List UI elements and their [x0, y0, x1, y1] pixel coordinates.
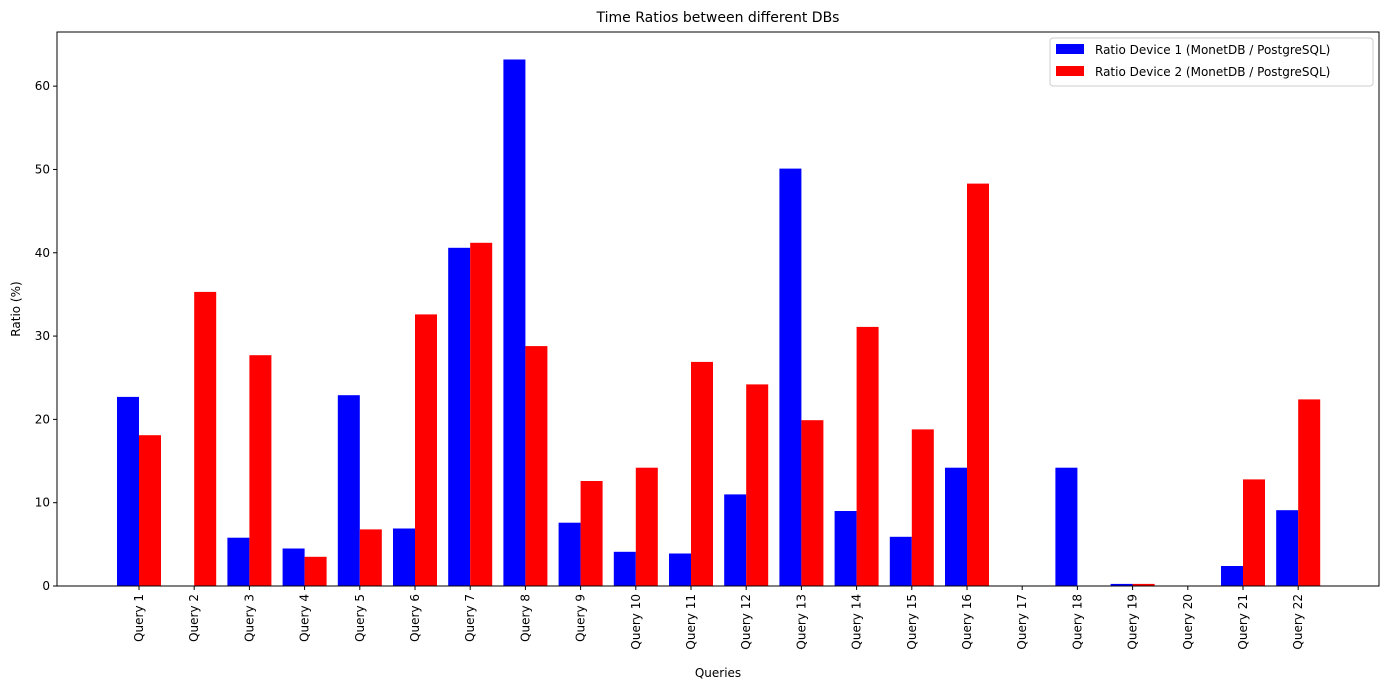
bar-device-1-query-21	[1221, 566, 1243, 586]
bar-device-1-query-14	[834, 511, 857, 586]
bar-device-1-query-7	[448, 247, 471, 587]
x-tick-label: Query 18	[1070, 594, 1084, 650]
y-tick-label: 40	[35, 246, 50, 260]
x-tick-label: Query 22	[1291, 594, 1305, 650]
x-tick-label: Query 17	[1015, 594, 1029, 650]
y-axis-ticks: 0 10 20 30 40 50 60	[35, 79, 57, 593]
x-axis-ticks: Query 1 Query 2 Query 3 Query 4 Query 5 Query…	[132, 586, 1305, 650]
plot-frame	[56, 31, 1380, 587]
x-tick-label: Query 15	[905, 594, 919, 650]
bar-device-2-query-3	[249, 355, 272, 586]
x-tick-label: Query 20	[1181, 594, 1195, 650]
x-tick-label: Query 9	[574, 594, 588, 642]
legend-label-device-2: Ratio Device 2 (MonetDB / PostgreSQL)	[1095, 65, 1330, 79]
x-tick-label: Query 10	[629, 594, 643, 650]
y-tick-label: 20	[35, 412, 50, 426]
x-tick-label: Query 13	[794, 594, 808, 650]
x-tick-label: Query 12	[739, 594, 753, 650]
bar-device-1-query-1	[117, 396, 139, 586]
chart-title: Time Ratios between different DBs	[596, 10, 840, 26]
bar-device-2-query-12	[746, 384, 769, 586]
bar-device-1-query-18	[1055, 467, 1078, 586]
x-tick-label: Query 8	[518, 594, 532, 642]
bar-device-2-query-5	[359, 529, 382, 586]
bar-device-2-query-22	[1298, 399, 1321, 586]
bar-device-2-query-2	[194, 291, 217, 586]
bar-device-2-query-19	[1132, 583, 1155, 586]
bar-device-2-query-21	[1243, 479, 1265, 586]
bar-device-2-query-1	[139, 435, 161, 586]
bar-device-1-query-11	[669, 553, 691, 586]
legend-frame	[1049, 37, 1374, 87]
bar-device-2-query-14	[856, 326, 879, 586]
bars-group	[117, 59, 1321, 587]
x-tick-label: Query 14	[850, 594, 864, 650]
y-tick-label: 50	[35, 162, 50, 176]
bar-device-1-query-9	[558, 522, 581, 586]
bar-device-2-query-9	[580, 481, 603, 586]
bar-device-2-query-4	[304, 556, 327, 586]
bar-device-1-query-3	[227, 537, 250, 586]
x-tick-label: Query 16	[960, 594, 974, 650]
bar-device-2-query-15	[911, 429, 934, 586]
bar-device-1-query-15	[889, 536, 912, 586]
bar-device-2-query-6	[415, 314, 437, 586]
x-tick-label: Query 4	[298, 594, 312, 642]
y-tick-label: 60	[35, 79, 50, 93]
x-tick-label: Query 7	[463, 594, 477, 642]
x-tick-label: Query 21	[1236, 594, 1250, 650]
y-tick-label: 30	[35, 329, 50, 343]
x-tick-label: Query 11	[684, 594, 698, 650]
x-tick-label: Query 19	[1126, 594, 1140, 650]
bar-device-2-query-10	[635, 467, 658, 586]
x-tick-label: Query 3	[242, 594, 256, 642]
bar-device-1-query-4	[282, 548, 305, 586]
legend-swatch-device-1	[1056, 44, 1084, 54]
bar-device-1-query-12	[724, 494, 747, 586]
x-tick-label: Query 2	[187, 594, 201, 642]
legend-swatch-device-2	[1056, 66, 1084, 76]
bar-device-2-query-8	[525, 346, 548, 586]
x-tick-label: Query 1	[132, 594, 146, 642]
bar-device-1-query-5	[337, 395, 360, 586]
bar-device-1-query-16	[945, 467, 967, 586]
legend: Ratio Device 1 (MonetDB / PostgreSQL) Ra…	[1049, 37, 1374, 87]
bar-device-2-query-16	[967, 183, 989, 586]
legend-label-device-1: Ratio Device 1 (MonetDB / PostgreSQL)	[1095, 43, 1330, 57]
y-tick-label: 10	[35, 496, 50, 510]
bar-device-2-query-13	[801, 420, 824, 586]
x-tick-label: Query 5	[353, 594, 367, 642]
bar-device-2-query-7	[470, 242, 493, 587]
bar-device-2-query-11	[691, 361, 713, 586]
bar-device-1-query-10	[613, 551, 636, 586]
bar-device-1-query-6	[393, 528, 415, 586]
bar-device-1-query-13	[779, 168, 802, 586]
bar-device-1-query-19	[1110, 583, 1133, 586]
bar-device-1-query-22	[1276, 510, 1299, 586]
x-tick-label: Query 6	[408, 594, 422, 642]
x-axis-label: Queries	[695, 666, 741, 680]
y-axis-label: Ratio (%)	[9, 281, 23, 336]
y-tick-label: 0	[42, 579, 50, 593]
bar-device-1-query-8	[503, 59, 526, 586]
